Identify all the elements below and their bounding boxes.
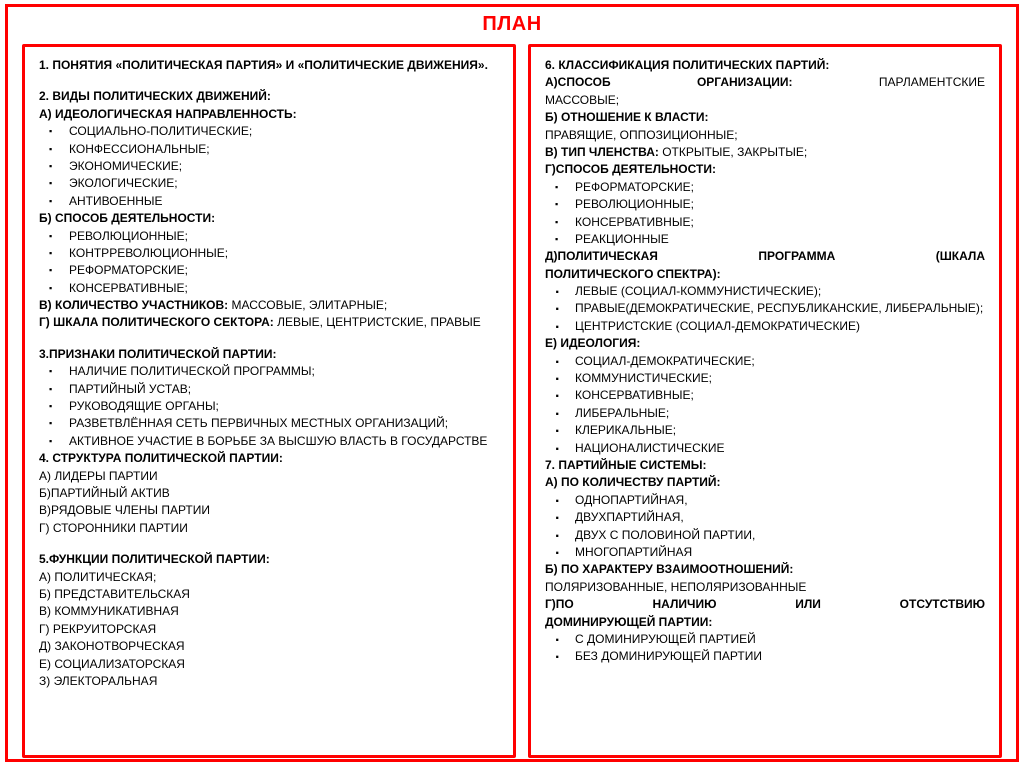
list-item: БЕЗ ДОМИНИРУЮЩЕЙ ПАРТИИ (545, 648, 985, 665)
list-item: Д) ЗАКОНОТВОРЧЕСКАЯ (39, 638, 499, 655)
heading-7g-cont: ДОМИНИРУЮЩЕЙ ПАРТИИ: (545, 614, 985, 631)
list-item: ДВУХ С ПОЛОВИНОЙ ПАРТИИ, (545, 527, 985, 544)
list-item: З) ЭЛЕКТОРАЛЬНАЯ (39, 673, 499, 690)
heading-4: 4. СТРУКТУРА ПОЛИТИЧЕСКОЙ ПАРТИИ: (39, 450, 499, 467)
heading-6e: Е) ИДЕОЛОГИЯ: (545, 335, 985, 352)
label: ИЛИ (795, 597, 821, 611)
list-item: НАЛИЧИЕ ПОЛИТИЧЕСКОЙ ПРОГРАММЫ; (39, 363, 499, 380)
heading-6b: Б) ОТНОШЕНИЕ К ВЛАСТИ: (545, 109, 985, 126)
heading-6g: Г)СПОСОБ ДЕЯТЕЛЬНОСТИ: (545, 161, 985, 178)
list-item: ОДНОПАРТИЙНАЯ, (545, 492, 985, 509)
list-item: НАЦИОНАЛИСТИЧЕСКИЕ (545, 440, 985, 457)
list-item: Г) РЕКРУИТОРСКАЯ (39, 621, 499, 638)
label: ОТСУТСТВИЮ (900, 597, 985, 611)
label: В) КОЛИЧЕСТВО УЧАСТНИКОВ: (39, 298, 228, 312)
list-item: КОНСЕРВАТИВНЫЕ; (545, 214, 985, 231)
list-item: РЕВОЛЮЦИОННЫЕ; (39, 228, 499, 245)
list-item: КОНФЕССИОНАЛЬНЫЕ; (39, 141, 499, 158)
list-item: РЕФОРМАТОРСКИЕ; (545, 179, 985, 196)
list-item: ПАРТИЙНЫЙ УСТАВ; (39, 381, 499, 398)
heading-2a: А) ИДЕОЛОГИЧЕСКАЯ НАПРАВЛЕННОСТЬ: (39, 106, 499, 123)
list-item: РЕВОЛЮЦИОННЫЕ; (545, 196, 985, 213)
heading-6d: Д)ПОЛИТИЧЕСКАЯ ПРОГРАММА (ШКАЛА (545, 248, 985, 265)
list-item: ЛЕВЫЕ (СОЦИАЛ-КОММУНИСТИЧЕСКИЕ); (545, 283, 985, 300)
heading-6c: В) ТИП ЧЛЕНСТВА: ОТКРЫТЫЕ, ЗАКРЫТЫЕ; (545, 144, 985, 161)
left-column: 1. ПОНЯТИЯ «ПОЛИТИЧЕСКАЯ ПАРТИЯ» И «ПОЛИ… (22, 44, 516, 758)
page-title: ПЛАН (8, 7, 1016, 44)
list-item: ЭКОЛОГИЧЕСКИЕ; (39, 175, 499, 192)
heading-2d: Г) ШКАЛА ПОЛИТИЧЕСКОГО СЕКТОРА: ЛЕВЫЕ, Ц… (39, 314, 499, 331)
list-item: ПРАВЫЕ(ДЕМОКРАТИЧЕСКИЕ, РЕСПУБЛИКАНСКИЕ,… (545, 300, 985, 317)
list-item: РЕАКЦИОННЫЕ (545, 231, 985, 248)
heading-6a: А)СПОСОБ ОРГАНИЗАЦИИ: ПАРЛАМЕНТСКИЕ (545, 74, 985, 91)
text: ПОЛЯРИЗОВАННЫЕ, НЕПОЛЯРИЗОВАННЫЕ (545, 579, 985, 596)
heading-2c: В) КОЛИЧЕСТВО УЧАСТНИКОВ: МАССОВЫЕ, ЭЛИТ… (39, 297, 499, 314)
list-item: СОЦИАЛЬНО-ПОЛИТИЧЕСКИЕ; (39, 123, 499, 140)
columns: 1. ПОНЯТИЯ «ПОЛИТИЧЕСКАЯ ПАРТИЯ» И «ПОЛИ… (8, 44, 1016, 758)
list-item: В)РЯДОВЫЕ ЧЛЕНЫ ПАРТИИ (39, 502, 499, 519)
list-item: КЛЕРИКАЛЬНЫЕ; (545, 422, 985, 439)
right-column: 6. КЛАССИФИКАЦИЯ ПОЛИТИЧЕСКИХ ПАРТИЙ: А)… (528, 44, 1002, 758)
label: Д)ПОЛИТИЧЕСКАЯ (545, 249, 658, 263)
list-item: КОММУНИСТИЧЕСКИЕ; (545, 370, 985, 387)
list-item: Е) СОЦИАЛИЗАТОРСКАЯ (39, 656, 499, 673)
list-item: РАЗВЕТВЛЁННАЯ СЕТЬ ПЕРВИЧНЫХ МЕСТНЫХ ОРГ… (39, 415, 499, 432)
list-item: АКТИВНОЕ УЧАСТИЕ В БОРЬБЕ ЗА ВЫСШУЮ ВЛАС… (39, 433, 499, 450)
heading-3: 3.ПРИЗНАКИ ПОЛИТИЧЕСКОЙ ПАРТИИ: (39, 346, 499, 363)
label: Г) ШКАЛА ПОЛИТИЧЕСКОГО СЕКТОРА: (39, 315, 274, 329)
list-item: ЭКОНОМИЧЕСКИЕ; (39, 158, 499, 175)
list-item: КОНТРРЕВОЛЮЦИОННЫЕ; (39, 245, 499, 262)
value: ОТКРЫТЫЕ, ЗАКРЫТЫЕ; (659, 145, 807, 159)
list-item: А) ПОЛИТИЧЕСКАЯ; (39, 569, 499, 586)
list-item: Б)ПАРТИЙНЫЙ АКТИВ (39, 485, 499, 502)
list-item: В) КОММУНИКАТИВНАЯ (39, 603, 499, 620)
list-item: КОНСЕРВАТИВНЫЕ; (39, 280, 499, 297)
value: ЛЕВЫЕ, ЦЕНТРИСТСКИЕ, ПРАВЫЕ (274, 315, 481, 329)
label: В) ТИП ЧЛЕНСТВА: (545, 145, 659, 159)
value: ПАРЛАМЕНТСКИЕ (879, 75, 985, 89)
list-item: МНОГОПАРТИЙНАЯ (545, 544, 985, 561)
list-item: Б) ПРЕДСТАВИТЕЛЬСКАЯ (39, 586, 499, 603)
list-item: РУКОВОДЯЩИЕ ОРГАНЫ; (39, 398, 499, 415)
list-item: ЛИБЕРАЛЬНЫЕ; (545, 405, 985, 422)
value: МАССОВЫЕ, ЭЛИТАРНЫЕ; (228, 298, 387, 312)
list-item: А) ЛИДЕРЫ ПАРТИИ (39, 468, 499, 485)
heading-5: 5.ФУНКЦИИ ПОЛИТИЧЕСКОЙ ПАРТИИ: (39, 551, 499, 568)
heading-7: 7. ПАРТИЙНЫЕ СИСТЕМЫ: (545, 457, 985, 474)
label: (ШКАЛА (936, 249, 985, 263)
list-item: АНТИВОЕННЫЕ (39, 193, 499, 210)
list-item: С ДОМИНИРУЮЩЕЙ ПАРТИЕЙ (545, 631, 985, 648)
label: НАЛИЧИЮ (653, 597, 717, 611)
text: ПРАВЯЩИЕ, ОППОЗИЦИОННЫЕ; (545, 127, 985, 144)
label: ПРОГРАММА (758, 249, 835, 263)
label: А)СПОСОБ (545, 75, 611, 89)
label: ОРГАНИЗАЦИИ: (697, 75, 793, 89)
list-item: Г) СТОРОННИКИ ПАРТИИ (39, 520, 499, 537)
label: Г)ПО (545, 597, 574, 611)
heading-2b: Б) СПОСОБ ДЕЯТЕЛЬНОСТИ: (39, 210, 499, 227)
heading-6: 6. КЛАССИФИКАЦИЯ ПОЛИТИЧЕСКИХ ПАРТИЙ: (545, 57, 985, 74)
heading-7b: Б) ПО ХАРАКТЕРУ ВЗАИМООТНОШЕНИЙ: (545, 561, 985, 578)
outer-frame: ПЛАН 1. ПОНЯТИЯ «ПОЛИТИЧЕСКАЯ ПАРТИЯ» И … (5, 4, 1019, 762)
text: МАССОВЫЕ; (545, 92, 985, 109)
list-item: ЦЕНТРИСТСКИЕ (СОЦИАЛ-ДЕМОКРАТИЧЕСКИЕ) (545, 318, 985, 335)
list-item: ДВУХПАРТИЙНАЯ, (545, 509, 985, 526)
heading-7a: А) ПО КОЛИЧЕСТВУ ПАРТИЙ: (545, 474, 985, 491)
heading-1: 1. ПОНЯТИЯ «ПОЛИТИЧЕСКАЯ ПАРТИЯ» И «ПОЛИ… (39, 57, 499, 74)
heading-7g: Г)ПО НАЛИЧИЮ ИЛИ ОТСУТСТВИЮ (545, 596, 985, 613)
heading-6d-cont: ПОЛИТИЧЕСКОГО СПЕКТРА): (545, 266, 985, 283)
list-item: РЕФОРМАТОРСКИЕ; (39, 262, 499, 279)
list-item: КОНСЕРВАТИВНЫЕ; (545, 387, 985, 404)
heading-2: 2. ВИДЫ ПОЛИТИЧЕСКИХ ДВИЖЕНИЙ: (39, 88, 499, 105)
list-item: СОЦИАЛ-ДЕМОКРАТИЧЕСКИЕ; (545, 353, 985, 370)
